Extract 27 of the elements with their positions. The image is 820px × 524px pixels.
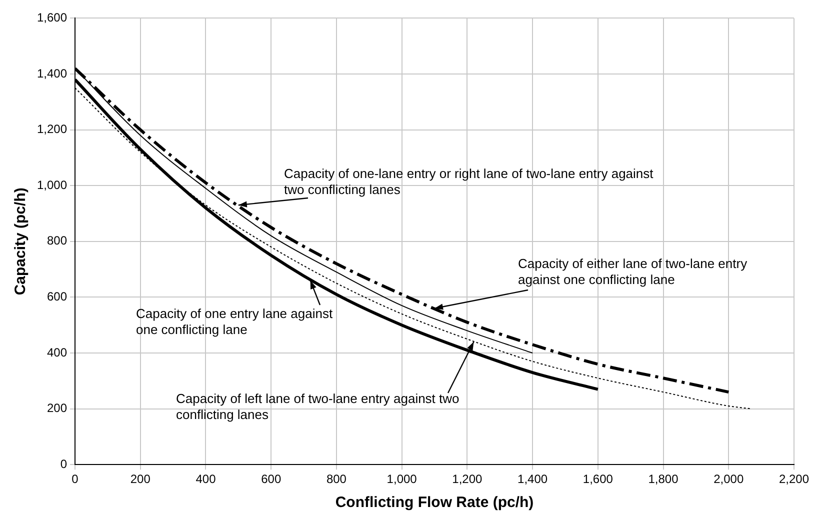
annotation: Capacity of one entry lane against one conflicting lane bbox=[136, 306, 333, 338]
y-tick-label: 1,400 bbox=[37, 66, 68, 80]
annotation: Capacity of one-lane entry or right lane of two-lane entry against two conflicting lanes bbox=[284, 166, 654, 198]
x-tick-label: 600 bbox=[261, 472, 282, 486]
y-tick-label: 600 bbox=[47, 290, 68, 304]
y-tick-label: 0 bbox=[60, 456, 68, 471]
y-tick-label: 1,600 bbox=[37, 10, 68, 25]
x-tick-label: 400 bbox=[196, 472, 216, 486]
x-tick-label: 2,200 bbox=[778, 472, 810, 486]
x-tick-label: 1,800 bbox=[648, 472, 679, 486]
annotation: Capacity of either lane of two-lane entry against one conflicting lane bbox=[518, 256, 748, 288]
x-tick-label: 2,000 bbox=[714, 472, 744, 486]
x-tick-label: 200 bbox=[130, 472, 151, 486]
x-tick-label: 0 bbox=[72, 472, 79, 486]
y-tick-label: 400 bbox=[47, 345, 68, 360]
y-axis-title: Capacity (pc/h) bbox=[12, 188, 30, 296]
x-tick-label: 1,600 bbox=[582, 472, 614, 486]
y-tick-label: 1,200 bbox=[37, 122, 68, 136]
y-tick-label: 200 bbox=[47, 401, 68, 416]
x-tick-label: 1,200 bbox=[452, 472, 483, 486]
y-tick-label: 800 bbox=[47, 234, 68, 248]
x-tick-label: 1,400 bbox=[518, 472, 548, 486]
x-axis-title: Conflicting Flow Rate (pc/h) bbox=[335, 494, 534, 512]
x-tick-label: 800 bbox=[326, 472, 347, 486]
annotation: Capacity of left lane of two-lane entry against two conflicting lanes bbox=[176, 391, 460, 422]
y-tick-label: 1,000 bbox=[37, 178, 68, 192]
x-tick-label: 1,000 bbox=[386, 472, 418, 486]
